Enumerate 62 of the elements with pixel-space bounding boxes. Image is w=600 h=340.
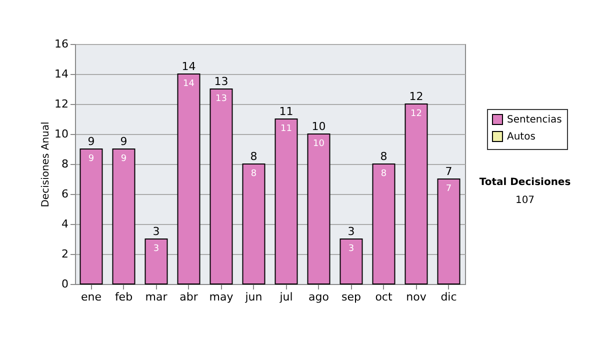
y-tick-label: 10 <box>54 128 68 140</box>
data-label: 11 <box>280 124 292 134</box>
legend-label: Autos <box>507 132 536 142</box>
y-tick-label: 16 <box>54 38 68 50</box>
data-label: 3 <box>348 244 354 254</box>
x-tick-label: abr <box>180 290 198 304</box>
x-tick-label: oct <box>375 290 393 304</box>
x-tick-label: may <box>209 290 234 304</box>
data-label: 13 <box>216 94 227 104</box>
legend-label: Sentencias <box>507 114 562 126</box>
x-tick-label: jul <box>278 290 293 304</box>
bar <box>437 178 460 284</box>
total-label: 9 <box>120 135 128 148</box>
y-tick-label: 14 <box>54 68 68 80</box>
total-label: 7 <box>445 165 452 178</box>
total-label: 8 <box>380 150 388 163</box>
data-label: 9 <box>88 154 94 164</box>
y-tick-label: 12 <box>54 98 68 110</box>
x-tick-label: sep <box>342 290 362 304</box>
total-label: 13 <box>214 75 228 88</box>
data-label: 8 <box>250 169 257 179</box>
data-label: 8 <box>380 169 387 179</box>
data-label: 7 <box>446 184 452 194</box>
y-tick-label: 6 <box>62 188 68 200</box>
text: 107 <box>515 195 535 206</box>
y-tick-label: 2 <box>62 248 68 260</box>
total-label: 11 <box>279 105 294 118</box>
total-label: 9 <box>88 135 95 148</box>
total-label: 3 <box>348 225 355 238</box>
bar <box>80 148 103 284</box>
bar <box>177 74 200 284</box>
bar <box>404 104 428 284</box>
x-tick-label: feb <box>114 290 133 304</box>
bar <box>307 134 330 284</box>
x-tick-label: ago <box>308 290 330 304</box>
bar <box>372 164 396 284</box>
y-axis-title: Decisiones Anual <box>40 122 52 208</box>
x-tick-label: nov <box>406 290 427 304</box>
total-label: 10 <box>312 120 326 133</box>
total-label: 3 <box>152 225 160 238</box>
x-tick-label: jun <box>244 290 262 304</box>
bar <box>112 148 136 284</box>
y-tick-label: 8 <box>62 158 68 170</box>
bar <box>340 238 363 284</box>
x-tick-label: ene <box>80 290 102 304</box>
data-label: 12 <box>410 109 422 119</box>
y-tick-label: 4 <box>62 218 68 230</box>
y-tick-label: 0 <box>62 278 68 290</box>
total-label: 8 <box>250 150 258 163</box>
data-label: 3 <box>153 244 160 254</box>
data-label: 10 <box>313 139 325 149</box>
data-label: 14 <box>183 79 195 89</box>
bar <box>210 88 233 284</box>
total-label: 12 <box>409 90 424 103</box>
bar <box>274 118 298 284</box>
total-label: 14 <box>182 60 196 73</box>
bar <box>144 238 168 284</box>
data-label: 9 <box>120 154 127 164</box>
text: Total Decisiones <box>479 177 571 188</box>
bar <box>242 164 266 284</box>
x-tick-label: dic <box>440 290 457 304</box>
x-tick-label: mar <box>145 290 168 304</box>
